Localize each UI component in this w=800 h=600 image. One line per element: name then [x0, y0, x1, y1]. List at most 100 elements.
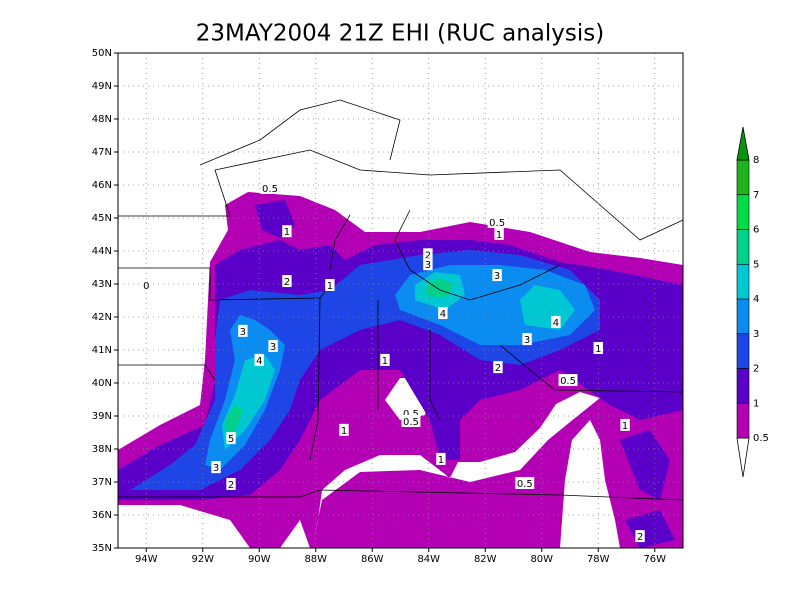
- boundaries: [118, 99, 684, 501]
- contour-label: 3: [494, 271, 500, 282]
- border: [118, 267, 331, 301]
- lat-tick-label: 46N: [92, 180, 112, 191]
- contour-label-bg: [515, 476, 535, 489]
- contour-label: 3: [270, 342, 276, 353]
- lat-tick-label: 48N: [92, 114, 112, 125]
- contour-label-bg: [401, 414, 421, 427]
- ehi-area: [425, 278, 455, 298]
- contour-label-bg: [339, 423, 349, 436]
- contour-label: 4: [440, 309, 446, 320]
- colorbar-box: [736, 194, 750, 230]
- colorbar-label: 8: [753, 155, 759, 166]
- contour-label: 1: [341, 426, 347, 437]
- map-frame: [117, 52, 684, 549]
- ehi-area: [620, 430, 670, 500]
- border: [118, 489, 684, 501]
- colorbar-label: 6: [753, 225, 759, 236]
- lat-tick-label: 47N: [92, 147, 112, 158]
- contour-label: 1: [284, 227, 290, 238]
- lat-tick-label: 45N: [92, 213, 112, 224]
- contour-label-bg: [380, 353, 390, 366]
- colorbar-label: 2: [753, 364, 759, 375]
- contour-label: 5: [228, 434, 234, 445]
- lon-tick-label: 86W: [361, 554, 384, 565]
- colorbar-label: 0.5: [753, 433, 769, 444]
- contour-label-bg: [593, 342, 603, 355]
- contour-label: 1: [496, 230, 502, 241]
- contour-label-bg: [141, 278, 151, 291]
- colorbar-over: [736, 126, 750, 161]
- lat-tick-label: 38N: [92, 444, 112, 455]
- contour-label: 1: [438, 455, 444, 466]
- colorbar-label: 5: [753, 259, 759, 270]
- lon-tick-label: 94W: [135, 554, 158, 565]
- contour-label-bg: [226, 432, 236, 445]
- contour-label-bg: [558, 374, 578, 387]
- contour-label-bg: [268, 340, 278, 353]
- lat-tick-label: 37N: [92, 477, 112, 488]
- contour-label: 2: [228, 480, 234, 491]
- border: [199, 99, 401, 166]
- contour-label: 0.5: [403, 409, 419, 420]
- contour-label-bg: [438, 307, 448, 320]
- colorbar-label: 7: [753, 190, 759, 201]
- contour-label: 3: [425, 260, 431, 271]
- colorbar-box: [736, 402, 750, 439]
- title: 23MAY2004 21Z EHI (RUC analysis): [196, 21, 604, 47]
- colorbar-box: [736, 368, 750, 404]
- ehi-area: [520, 285, 575, 330]
- contour-label-bg: [436, 452, 446, 465]
- lon-tick-label: 90W: [248, 554, 271, 565]
- colorbar-label: 4: [753, 294, 759, 305]
- lon-tick-label: 82W: [474, 554, 497, 565]
- contour-label-bg: [522, 333, 532, 346]
- lat-tick-label: 39N: [92, 411, 112, 422]
- contour-label: 0.5: [489, 218, 505, 229]
- contour-label-bg: [494, 227, 504, 240]
- contour-label-bg: [254, 353, 264, 366]
- border: [118, 364, 216, 381]
- contour-label-bg: [238, 324, 248, 337]
- lat-tick-label: 35N: [92, 543, 112, 554]
- lon-tick-label: 84W: [417, 554, 440, 565]
- contour-label: 4: [256, 356, 262, 367]
- lat-tick-label: 43N: [92, 279, 112, 290]
- lon-tick-label: 80W: [530, 554, 553, 565]
- contour-label: 2: [284, 277, 290, 288]
- contour-label: 3: [240, 327, 246, 338]
- lon-tick-label: 78W: [587, 554, 610, 565]
- colorbar-label: 1: [753, 398, 759, 409]
- colorbar-under: [736, 437, 750, 478]
- border: [429, 330, 441, 421]
- contour-label-bg: [211, 461, 221, 474]
- contour-label: 1: [382, 356, 388, 367]
- lat-tick-label: 50N: [92, 48, 112, 59]
- contour-label: 0.5: [262, 184, 278, 195]
- lon-tick-label: 76W: [643, 554, 666, 565]
- lat-tick-label: 49N: [92, 81, 112, 92]
- contour-label: 2: [425, 250, 431, 261]
- border: [329, 214, 351, 271]
- colorbar-box: [736, 263, 750, 300]
- border: [309, 297, 321, 461]
- lon-tick-label: 88W: [304, 554, 327, 565]
- contour-label-bg: [493, 361, 503, 374]
- contour-label-bg: [492, 269, 502, 282]
- contour-label: 0.5: [560, 376, 576, 387]
- contour-label-bg: [282, 275, 292, 288]
- contour-label-bg: [635, 530, 645, 543]
- colorbar-box: [736, 333, 750, 369]
- contour-label-bg: [226, 477, 236, 490]
- ehi-fills: [118, 192, 683, 548]
- contour-label-bg: [423, 258, 433, 271]
- contour-label-bg: [487, 215, 507, 228]
- border: [118, 149, 684, 241]
- lat-tick-label: 42N: [92, 312, 112, 323]
- lat-tick-label: 40N: [92, 378, 112, 389]
- contour-label: 4: [553, 318, 559, 329]
- ehi-area: [225, 405, 243, 440]
- colorbar-box: [736, 159, 750, 196]
- colorbar-box: [736, 229, 750, 265]
- contour-label-bg: [423, 248, 433, 261]
